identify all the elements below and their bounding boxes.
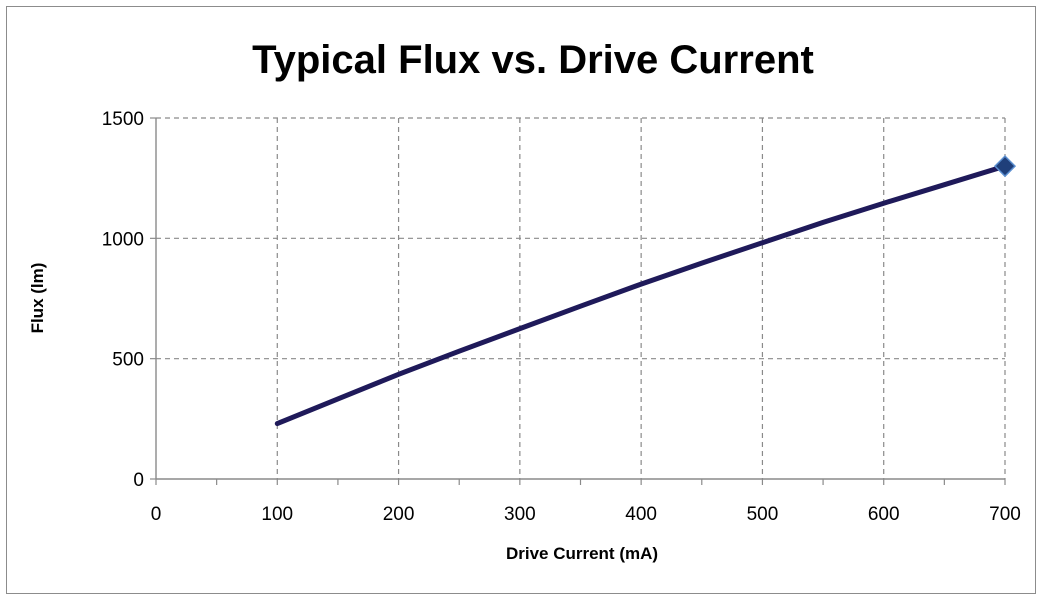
tick-label-x-0: 0	[151, 504, 162, 525]
tick-label-y-1500: 1500	[102, 109, 144, 130]
series	[274, 155, 1017, 427]
data-point-marker	[993, 155, 1017, 178]
tick-label-y-0: 0	[133, 470, 144, 491]
tick-label-x-600: 600	[868, 504, 900, 525]
tick-label-x-100: 100	[261, 504, 293, 525]
tick-label-x-500: 500	[747, 504, 779, 525]
gridlines	[156, 117, 1006, 479]
x-axis-label: Drive Current (mA)	[506, 544, 658, 563]
chart-title: Typical Flux vs. Drive Current	[252, 38, 814, 82]
tick-label-x-300: 300	[504, 504, 536, 525]
tick-labels: 0 500 1000 1500 0 100 200 300 400 500 600 700	[102, 109, 1021, 525]
tick-label-x-700: 700	[989, 504, 1021, 525]
axes	[155, 118, 1005, 480]
tick-label-x-400: 400	[625, 504, 657, 525]
tick-label-y-500: 500	[112, 350, 144, 371]
ticks	[150, 117, 1006, 485]
y-axis-label: Flux (lm)	[28, 263, 47, 334]
chart-frame	[6, 6, 1036, 594]
tick-label-y-1000: 1000	[102, 229, 144, 250]
series-line-0	[274, 163, 1008, 427]
tick-label-x-200: 200	[383, 504, 415, 525]
